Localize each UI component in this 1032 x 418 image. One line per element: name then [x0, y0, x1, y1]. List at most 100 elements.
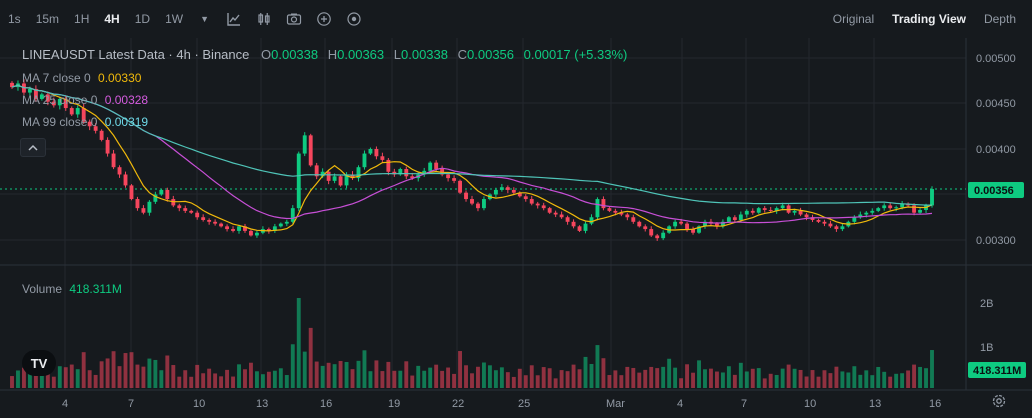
indicators-icon[interactable]: [225, 10, 243, 28]
candle-body: [398, 169, 403, 175]
ma7-legend[interactable]: MA 7 close 0 0.00330: [22, 71, 141, 85]
ma99-label: MA 99 close 0: [22, 115, 98, 129]
time-tick: 13: [869, 398, 881, 410]
candle-body: [685, 223, 690, 230]
volume-bar: [750, 368, 755, 388]
volume-bar: [213, 373, 218, 388]
candle-body: [362, 153, 367, 168]
moving-averages: [11, 84, 933, 232]
volume-bar: [338, 360, 343, 388]
candle-body: [410, 176, 415, 179]
volume-bar: [410, 375, 415, 388]
candle-body: [10, 82, 14, 88]
candle-body: [732, 217, 737, 220]
volume-bar: [290, 344, 295, 388]
volume-bar: [129, 352, 134, 388]
volume-bar: [16, 370, 20, 388]
candle-body: [290, 208, 295, 222]
volume-bar: [667, 358, 672, 388]
candle-body: [207, 219, 212, 222]
candle-body: [882, 205, 887, 209]
chart-settings-button[interactable]: [988, 390, 1010, 412]
volume-bar: [541, 367, 546, 388]
last-price-label: 0.00356: [974, 185, 1014, 197]
candle-body: [75, 108, 80, 115]
candle-body: [613, 210, 618, 213]
timeframe-1h[interactable]: 1H: [74, 12, 90, 26]
candle-body: [589, 217, 594, 224]
volume-bar: [565, 371, 570, 388]
candle-style-icon[interactable]: [255, 10, 273, 28]
candle-body: [219, 223, 224, 227]
candle-body: [272, 226, 277, 231]
candle-body: [565, 217, 570, 222]
ma25-legend[interactable]: MA 25 close 0 0.00328: [22, 93, 148, 107]
volume-bar: [165, 355, 170, 388]
collapse-legend-button[interactable]: [20, 138, 46, 157]
volume-bar: [625, 366, 630, 388]
price-chart[interactable]: 0.00500 0.00450 0.00400 0.00350 0.00300 …: [0, 38, 1032, 418]
candle-body: [93, 126, 98, 131]
volume-bar: [171, 365, 176, 388]
tab-trading-view[interactable]: Trading View: [892, 12, 966, 26]
camera-icon[interactable]: [285, 10, 303, 28]
add-circle-icon[interactable]: [315, 10, 333, 28]
timeframe-4h[interactable]: 4H: [104, 12, 120, 26]
candle-body: [470, 199, 474, 204]
volume-bar: [906, 370, 911, 388]
volume-label: Volume: [22, 282, 63, 296]
candle-body: [254, 232, 259, 236]
chevron-down-icon[interactable]: ▼: [200, 14, 209, 24]
tab-depth[interactable]: Depth: [983, 12, 1016, 26]
candle-body: [374, 149, 379, 157]
volume-bar: [159, 370, 164, 388]
volume-bar: [697, 360, 701, 388]
timeframe-1w[interactable]: 1W: [165, 12, 184, 26]
price-tick: 0.00450: [976, 98, 1016, 110]
volume-bar: [631, 367, 636, 388]
candle-body: [858, 214, 863, 218]
ma7-value: 0.00330: [98, 71, 142, 85]
candle-body: [523, 196, 528, 200]
candle-body: [231, 229, 235, 231]
timeframe-1d[interactable]: 1D: [134, 12, 151, 26]
volume-bar: [529, 365, 534, 388]
volume-bar: [350, 369, 355, 388]
timeframe-1s[interactable]: 1s: [8, 12, 21, 26]
candle-body: [726, 217, 731, 222]
volume-bar: [63, 367, 68, 388]
candle-body: [493, 189, 498, 195]
volume-bar: [141, 366, 146, 388]
settings-dot-icon[interactable]: [345, 10, 363, 28]
candle-body: [720, 221, 725, 227]
candle-body: [607, 208, 612, 211]
ohlc-high: H0.00363: [327, 47, 385, 62]
volume-bar: [535, 375, 540, 388]
ohlc-open: O0.00338: [261, 47, 319, 62]
candle-body: [780, 205, 785, 209]
tab-original[interactable]: Original: [832, 12, 875, 26]
volume-legend: Volume 418.311M: [22, 282, 122, 296]
candle-body: [177, 205, 182, 209]
ma99-line: [11, 84, 932, 206]
candle-body: [326, 171, 331, 181]
volume-bar: [768, 373, 773, 388]
candle-body: [51, 101, 56, 106]
candle-body: [195, 212, 200, 218]
candle-body: [517, 192, 522, 197]
ma99-legend[interactable]: MA 99 close 0 0.00319: [22, 115, 148, 129]
volume-bar: [732, 374, 737, 388]
volume-bar: [726, 366, 731, 388]
candle-body: [266, 229, 271, 231]
volume-bar: [434, 364, 439, 388]
candle-body: [703, 221, 707, 227]
candle-body: [147, 201, 152, 213]
timeframe-15m[interactable]: 15m: [35, 12, 60, 26]
volume-bar: [762, 378, 767, 388]
time-tick: 4: [677, 398, 683, 410]
volume-bar: [583, 356, 588, 388]
candle-body: [762, 208, 767, 210]
volume-bar: [105, 358, 110, 388]
time-tick: 25: [518, 398, 530, 410]
last-volume-badge: [968, 362, 1026, 378]
